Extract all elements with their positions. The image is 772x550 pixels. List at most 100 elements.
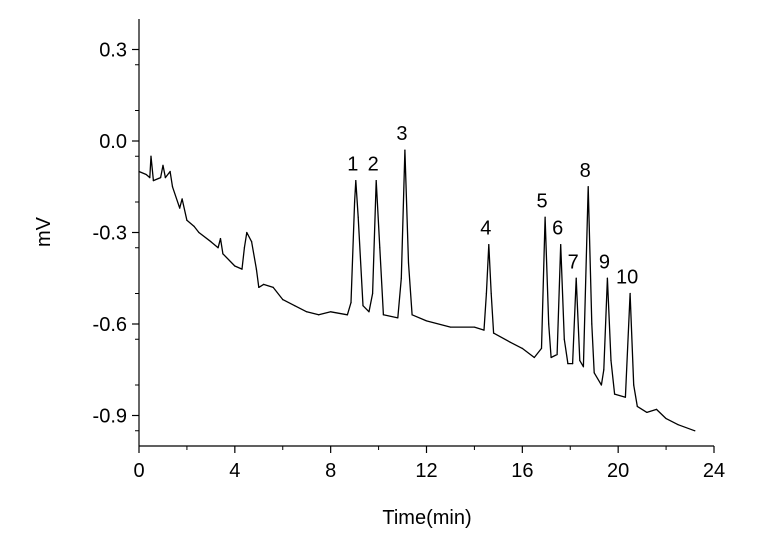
data-point bbox=[219, 238, 222, 240]
y-tick-label: -0.6 bbox=[93, 314, 127, 336]
data-point bbox=[371, 292, 374, 295]
data-point bbox=[624, 396, 626, 398]
data-point bbox=[488, 244, 490, 246]
data-point bbox=[485, 292, 487, 295]
data-point bbox=[665, 417, 667, 420]
data-point bbox=[449, 326, 452, 328]
data-point bbox=[677, 424, 679, 426]
y-tick-label: 0.3 bbox=[99, 40, 127, 62]
data-point bbox=[350, 302, 352, 304]
data-point bbox=[222, 253, 224, 255]
data-point bbox=[521, 347, 523, 349]
peak-label: 4 bbox=[480, 218, 491, 240]
data-point bbox=[145, 173, 147, 176]
data-point bbox=[198, 231, 200, 234]
data-point bbox=[234, 265, 236, 267]
data-point bbox=[241, 268, 243, 270]
data-point bbox=[591, 323, 593, 325]
data-point bbox=[579, 360, 581, 362]
data-point bbox=[533, 356, 535, 359]
y-tick-label: -0.9 bbox=[93, 406, 127, 428]
data-point bbox=[354, 201, 356, 203]
x-tick-label: 4 bbox=[229, 460, 240, 482]
x-tick-label: 16 bbox=[511, 460, 533, 482]
data-point bbox=[483, 329, 485, 331]
data-point bbox=[355, 180, 357, 182]
data-point bbox=[217, 247, 219, 249]
data-point bbox=[346, 314, 349, 316]
data-point bbox=[587, 186, 589, 188]
data-point bbox=[306, 311, 308, 313]
data-point bbox=[694, 430, 696, 432]
data-point bbox=[490, 292, 492, 295]
data-point bbox=[613, 393, 616, 395]
data-point bbox=[171, 186, 174, 188]
peak-label: 5 bbox=[537, 190, 548, 212]
data-point bbox=[473, 326, 476, 328]
data-point bbox=[262, 283, 265, 285]
data-point bbox=[606, 277, 608, 279]
data-point bbox=[575, 277, 577, 279]
data-point bbox=[375, 180, 377, 182]
data-point bbox=[603, 369, 605, 371]
data-point bbox=[379, 247, 381, 249]
data-point bbox=[633, 384, 635, 386]
data-point bbox=[272, 286, 274, 288]
data-point bbox=[400, 277, 402, 279]
peak-label: 7 bbox=[568, 251, 579, 273]
y-tick-label: 0.0 bbox=[99, 131, 127, 153]
peak-label: 8 bbox=[580, 160, 591, 182]
data-point bbox=[368, 311, 370, 313]
data-point bbox=[629, 292, 631, 295]
data-point bbox=[593, 372, 595, 374]
data-point bbox=[509, 341, 511, 343]
data-point bbox=[567, 363, 569, 365]
data-point bbox=[636, 405, 638, 407]
peak-label: 6 bbox=[552, 218, 563, 240]
x-tick-label: 0 bbox=[133, 460, 144, 482]
data-point bbox=[179, 207, 181, 209]
data-point bbox=[404, 149, 406, 151]
data-point bbox=[572, 363, 574, 365]
peak-label: 3 bbox=[396, 123, 407, 145]
data-point bbox=[169, 170, 171, 173]
data-point bbox=[556, 353, 558, 356]
y-tick-label: -0.3 bbox=[93, 223, 127, 245]
peak-label: 1 bbox=[347, 154, 358, 176]
data-point bbox=[152, 180, 154, 182]
x-tick-label: 8 bbox=[325, 460, 336, 482]
peak-label: 10 bbox=[616, 267, 638, 289]
data-point bbox=[210, 241, 212, 243]
data-point bbox=[563, 338, 565, 340]
data-point bbox=[246, 231, 248, 234]
data-point bbox=[258, 286, 260, 288]
y-axis-label: mV bbox=[33, 216, 55, 247]
data-point bbox=[544, 216, 546, 218]
data-point bbox=[425, 320, 428, 322]
data-point bbox=[150, 155, 152, 157]
data-point bbox=[411, 314, 413, 316]
data-point bbox=[492, 332, 495, 334]
data-point bbox=[600, 384, 602, 386]
data-point bbox=[243, 247, 246, 249]
data-point bbox=[582, 366, 585, 368]
data-point bbox=[560, 244, 562, 246]
data-point bbox=[540, 347, 543, 349]
data-point bbox=[362, 305, 364, 307]
data-point bbox=[282, 299, 284, 301]
data-point bbox=[294, 305, 296, 307]
data-point bbox=[550, 356, 552, 359]
data-point bbox=[407, 262, 410, 264]
series-line-chromatogram bbox=[138, 149, 696, 432]
data-point bbox=[397, 317, 399, 319]
data-point bbox=[382, 314, 384, 316]
data-point bbox=[159, 177, 162, 179]
x-tick-label: 12 bbox=[415, 460, 437, 482]
data-point bbox=[251, 241, 253, 243]
data-point bbox=[548, 323, 550, 325]
data-point bbox=[186, 219, 188, 221]
data-point bbox=[330, 311, 332, 313]
x-axis-label: Time(min) bbox=[382, 507, 471, 529]
data-point bbox=[181, 198, 183, 200]
